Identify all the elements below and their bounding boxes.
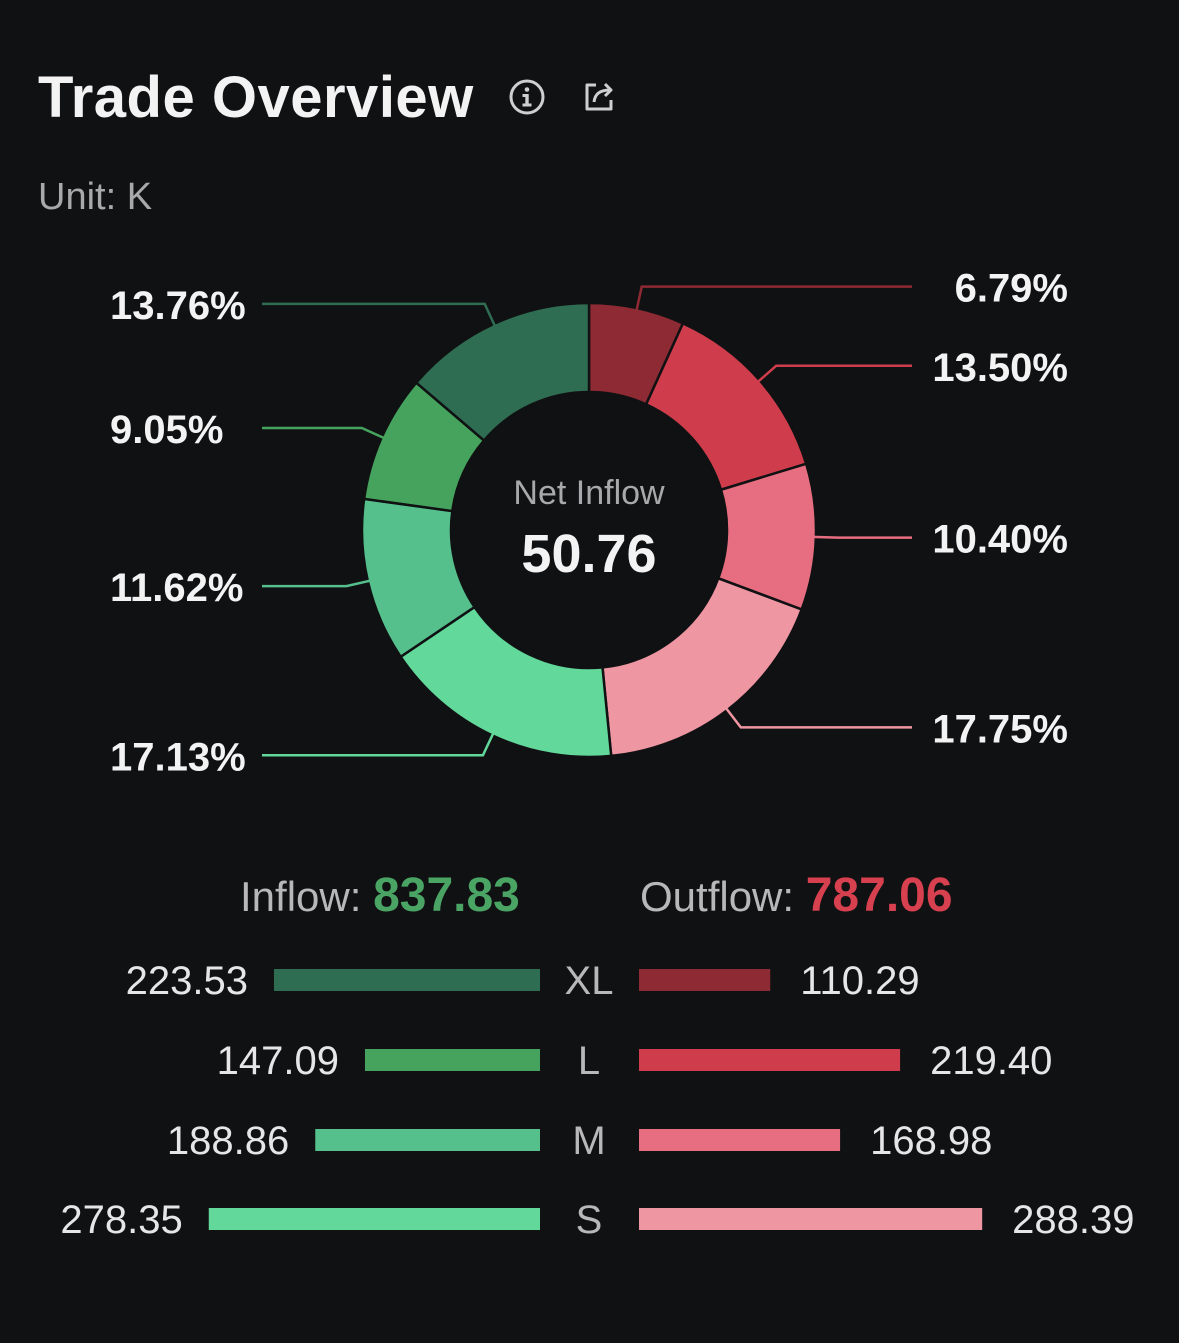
donut-slice [414,301,591,443]
center-label: Net Inflow [513,474,665,512]
slice-percent-label: 6.79% [955,267,1068,311]
outflow-bar [639,1049,901,1071]
outflow-value-label: 168.98 [870,1119,992,1163]
inflow-value-label: 147.09 [217,1039,339,1083]
leader-line [811,535,912,539]
inflow-value-label: 188.86 [167,1119,289,1163]
slice-percent-label: 17.75% [932,707,1068,751]
outflow-value-label: 219.40 [930,1039,1052,1083]
leader-line [755,364,912,384]
inflow-value-label: 278.35 [60,1198,182,1242]
outflow-label: Outflow: [640,873,795,920]
category-label: L [578,1039,600,1083]
leader-line [262,426,387,440]
outflow-summary: Outflow: 787.06 [640,868,953,923]
info-circle-icon[interactable] [508,78,546,116]
slice-percent-label: 13.50% [932,346,1068,390]
inflow-label: Inflow: [240,873,362,920]
inflow-value: 837.83 [373,869,520,922]
inflow-bar [364,1049,540,1071]
donut-chart: 6.79% 13.50% 10.40% 17.75% 17.13% 11.62% 9.05%… [110,267,1068,780]
slice-percent-label: 13.76% [110,284,246,328]
leader-line [723,705,912,729]
slice-percent-label: 17.13% [110,735,246,779]
leader-line [634,285,912,313]
outflow-bar [639,1129,841,1151]
inflow-bar [315,1129,540,1151]
leader-line [262,579,373,588]
bar-chart: XL 223.53 110.29 L 147.09 219.40 M 188.86 168.98… [60,959,1134,1242]
category-label: XL [565,959,614,1003]
slice-percent-label: 10.40% [932,518,1068,562]
page-title: Trade Overview [38,64,474,130]
outflow-value-label: 288.39 [1012,1198,1134,1242]
unit-label: Unit: K [38,176,153,218]
outflow-value-label: 110.29 [800,959,919,1003]
inflow-summary: Inflow: 837.83 [240,868,520,923]
header: Trade Overview [38,62,618,132]
center-value: 50.76 [521,524,656,584]
donut-slice [601,576,804,758]
inflow-value-label: 223.53 [126,959,248,1003]
inflow-bar [273,969,540,991]
share-icon[interactable] [580,78,618,116]
inflow-bar [208,1208,541,1230]
outflow-bar [639,969,771,991]
slice-percent-label: 9.05% [110,408,223,452]
category-label: M [572,1119,605,1163]
leader-line [262,302,497,329]
outflow-value: 787.06 [805,869,953,922]
outflow-bar [639,1208,983,1230]
slice-percent-label: 11.62% [110,566,243,610]
category-label: S [576,1198,603,1242]
leader-line [262,731,496,757]
